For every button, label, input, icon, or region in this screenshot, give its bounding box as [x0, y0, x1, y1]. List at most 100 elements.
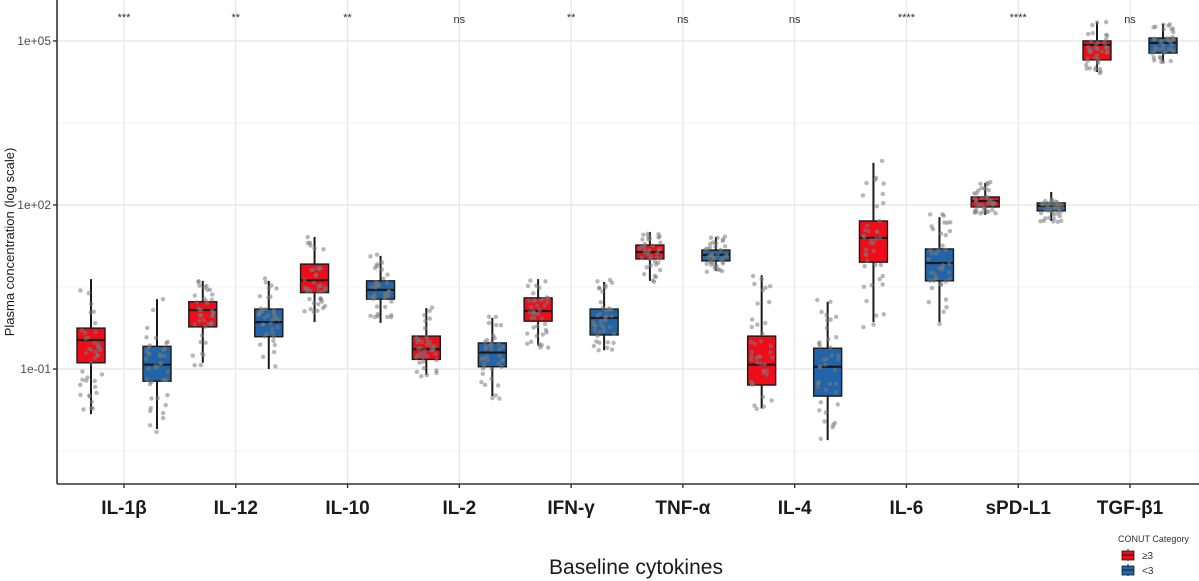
data-point: [930, 226, 936, 232]
data-point: [749, 324, 754, 330]
data-point: [489, 366, 495, 372]
data-point: [973, 207, 979, 212]
data-point: [864, 252, 869, 258]
data-point: [1095, 61, 1101, 66]
data-point: [529, 315, 534, 320]
data-point: [209, 320, 214, 325]
data-point: [861, 324, 866, 330]
data-point: [1158, 40, 1163, 45]
data-point: [609, 313, 614, 319]
data-point: [417, 360, 422, 365]
legend-label: <3: [1142, 566, 1154, 577]
x-categories: IL-1β IL-12 IL-10 IL-2 IFN-γ TNF-α IL-4 IL-6 sPD…: [101, 484, 1164, 519]
data-point: [1161, 27, 1166, 32]
data-point: [165, 392, 170, 398]
data-point: [1095, 40, 1100, 45]
data-point: [768, 343, 773, 349]
data-point: [823, 410, 829, 415]
data-point: [873, 175, 879, 181]
data-point: [489, 347, 494, 352]
data-point: [368, 254, 373, 259]
data-point: [429, 305, 435, 310]
data-point: [479, 379, 484, 385]
data-point: [537, 342, 542, 347]
data-point: [862, 227, 868, 233]
data-point: [752, 341, 757, 347]
data-point: [979, 195, 985, 200]
data-point: [266, 295, 271, 300]
data-point: [874, 313, 879, 318]
data-point: [202, 324, 208, 329]
data-point: [196, 278, 201, 284]
data-point: [480, 371, 485, 377]
data-point: [160, 415, 166, 421]
data-point: [197, 283, 202, 288]
data-point: [160, 377, 166, 383]
data-point: [1104, 49, 1109, 55]
data-point: [600, 305, 606, 311]
data-point: [273, 364, 278, 369]
data-point: [1168, 58, 1173, 64]
data-point: [492, 335, 497, 341]
data-point: [322, 303, 328, 309]
data-point: [162, 353, 167, 358]
data-point: [938, 231, 944, 236]
data-point: [1095, 20, 1100, 25]
data-point: [271, 334, 276, 339]
data-point: [1093, 67, 1098, 72]
data-point: [768, 350, 773, 355]
data-point: [144, 356, 149, 362]
data-point: [525, 341, 530, 346]
data-point: [656, 247, 662, 252]
data-point: [658, 256, 663, 261]
data-point: [374, 252, 380, 257]
data-point: [93, 329, 98, 335]
data-point: [656, 235, 661, 240]
data-point: [711, 256, 717, 261]
significance-labels: *** ** ** ns ** ns ns **** **** ns: [118, 12, 1137, 26]
legend-item: <3: [1121, 564, 1154, 577]
data-point: [946, 261, 952, 266]
data-point: [1055, 202, 1061, 208]
data-point: [303, 286, 308, 291]
legend-item: ≥3: [1121, 549, 1153, 562]
data-point: [828, 299, 833, 304]
data-point: [941, 213, 946, 218]
data-point: [94, 390, 99, 396]
data-point: [878, 262, 884, 268]
data-point: [316, 289, 321, 294]
data-point: [543, 279, 548, 284]
data-point: [260, 354, 266, 359]
data-point: [422, 325, 428, 331]
data-point: [414, 355, 419, 360]
data-point: [815, 297, 820, 303]
data-point: [947, 276, 952, 281]
data-point: [758, 361, 764, 366]
data-point: [944, 304, 949, 310]
data-point: [203, 340, 208, 345]
data-point: [874, 204, 880, 209]
data-point: [595, 313, 600, 318]
data-point: [595, 279, 600, 284]
data-point: [985, 209, 991, 214]
data-point: [155, 395, 160, 401]
data-point: [597, 285, 602, 291]
data-point: [648, 262, 654, 268]
data-point: [836, 353, 841, 358]
data-point: [383, 291, 389, 296]
data-point: [535, 303, 540, 308]
data-point: [88, 360, 94, 366]
data-point: [80, 369, 85, 374]
data-point: [708, 241, 713, 247]
data-point: [1055, 219, 1060, 225]
data-point: [1161, 22, 1166, 27]
data-point: [1085, 31, 1091, 37]
data-point: [92, 340, 98, 346]
data-point: [500, 344, 505, 350]
y-axis-title: Plasma concentration (log scale): [2, 148, 17, 337]
x-tick-label: IL-10: [325, 498, 369, 519]
data-point: [1084, 66, 1089, 71]
data-point: [861, 284, 867, 289]
data-point: [981, 205, 986, 211]
data-point: [748, 339, 754, 345]
